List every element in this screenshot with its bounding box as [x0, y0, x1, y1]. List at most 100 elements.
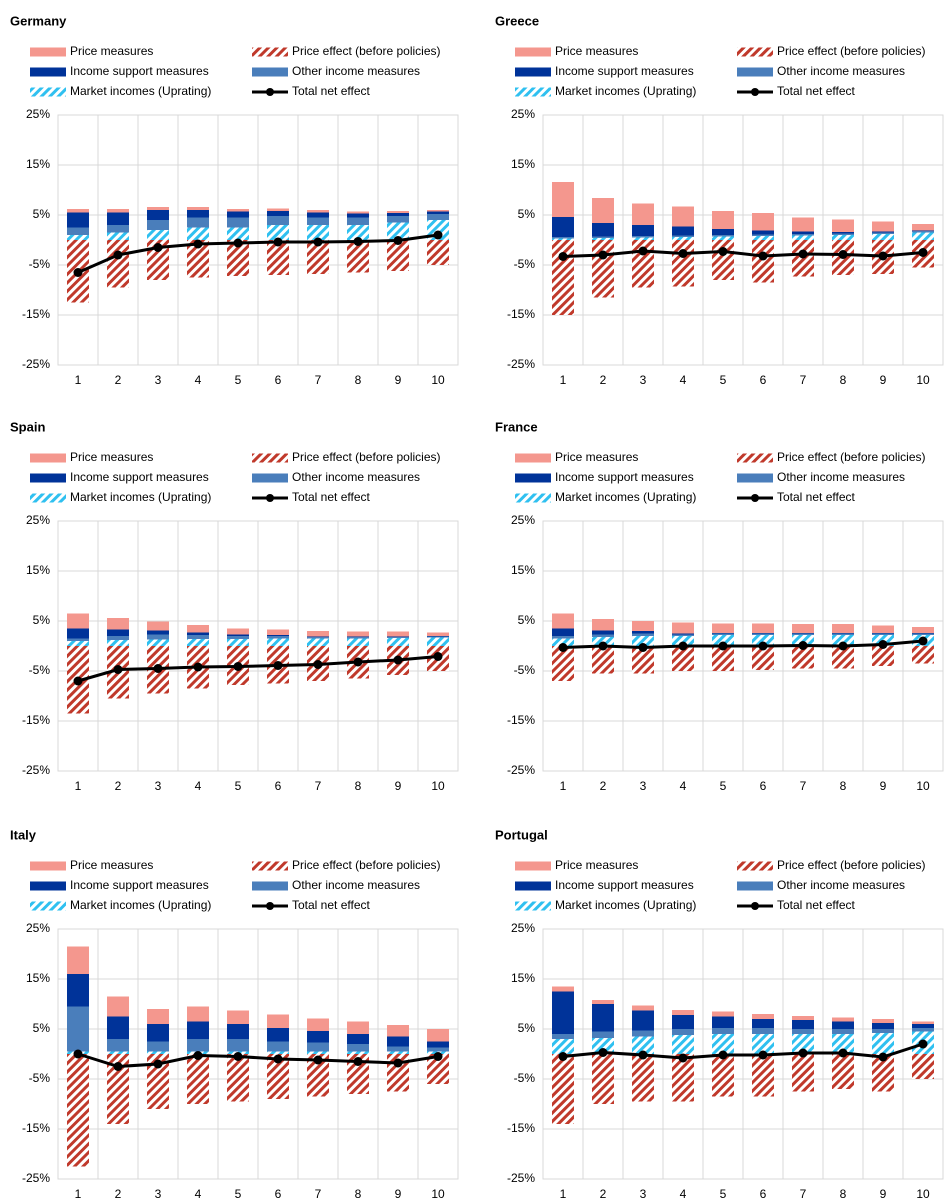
- x-tick-label: 8: [840, 779, 847, 793]
- bar-segment: [752, 1019, 774, 1028]
- y-tick-label: -25%: [22, 763, 50, 777]
- bar-segment: [752, 646, 774, 670]
- bar-segment: [387, 1051, 409, 1054]
- bar-segment: [752, 1028, 774, 1034]
- bar-segment: [227, 639, 249, 646]
- chart-title: Germany: [10, 13, 67, 28]
- bar-segment: [347, 225, 369, 240]
- x-tick-label: 3: [155, 373, 162, 387]
- bar-segment: [107, 209, 129, 213]
- bar-segment: [67, 974, 89, 1007]
- legend-swatch: [30, 453, 66, 463]
- bar-segment: [592, 1031, 614, 1038]
- bar-segment: [592, 1038, 614, 1054]
- net-effect-marker: [393, 655, 403, 665]
- bar-segment: [592, 634, 614, 637]
- bar-segment: [307, 638, 329, 646]
- x-tick-label: 6: [760, 1187, 767, 1200]
- bar-segment: [632, 631, 654, 634]
- bar-segment: [672, 646, 694, 671]
- bar-segment: [672, 235, 694, 237]
- bar-segment: [552, 986, 574, 992]
- net-effect-marker: [918, 636, 928, 646]
- bar-segment: [712, 633, 734, 634]
- bar-segment: [307, 631, 329, 637]
- bar-segment: [752, 633, 774, 635]
- x-tick-label: 4: [680, 373, 687, 387]
- bar-segment: [147, 1041, 169, 1052]
- legend-label: Income support measures: [555, 64, 694, 78]
- bar-segment: [387, 211, 409, 213]
- bar-segment: [712, 1034, 734, 1054]
- net-effect-marker: [838, 641, 848, 651]
- bar-segment: [872, 1054, 894, 1092]
- y-tick-label: 5%: [518, 1021, 536, 1035]
- bar-segment: [632, 1010, 654, 1031]
- net-effect-marker: [718, 247, 728, 256]
- net-effect-marker: [433, 1052, 443, 1061]
- legend-swatch: [252, 67, 288, 77]
- bar-segment: [347, 1034, 369, 1044]
- bar-segment: [752, 213, 774, 231]
- bar-segment: [67, 628, 89, 639]
- y-tick-label: 15%: [26, 971, 50, 985]
- net-effect-marker: [598, 1048, 608, 1057]
- bar-segment: [227, 628, 249, 635]
- bar-segment: [107, 225, 129, 233]
- bar-segment: [872, 221, 894, 232]
- bar-segment: [107, 636, 129, 640]
- bar-segment: [267, 1014, 289, 1028]
- bar-segment: [832, 1021, 854, 1029]
- bar-segment: [752, 234, 774, 236]
- legend-label: Price effect (before policies): [777, 858, 926, 872]
- bar-segment: [672, 1029, 694, 1035]
- net-effect-marker: [878, 1052, 888, 1062]
- x-tick-label: 10: [916, 779, 930, 793]
- x-tick-label: 2: [115, 779, 122, 793]
- bar-segment: [67, 1006, 89, 1052]
- bar-segment: [227, 1039, 249, 1052]
- bar-segment: [712, 635, 734, 646]
- bar-segment: [672, 237, 694, 240]
- bar-segment: [912, 231, 934, 233]
- y-tick-label: 25%: [511, 513, 535, 527]
- bar-segment: [632, 236, 654, 238]
- legend-label: Total net effect: [777, 898, 855, 912]
- bar-segment: [387, 1046, 409, 1052]
- bar-segment: [552, 240, 574, 315]
- x-tick-label: 10: [916, 1187, 930, 1200]
- y-tick-label: 5%: [518, 613, 536, 627]
- bar-segment: [632, 636, 654, 646]
- x-tick-label: 9: [880, 1187, 887, 1200]
- net-effect-marker: [678, 641, 688, 651]
- bar-segment: [147, 207, 169, 210]
- net-effect-marker: [113, 665, 123, 674]
- x-tick-label: 7: [315, 779, 322, 793]
- chart-title: France: [495, 419, 538, 434]
- bar-segment: [792, 1054, 814, 1092]
- bar-segment: [347, 631, 369, 637]
- x-tick-label: 3: [155, 1187, 162, 1200]
- y-tick-label: 15%: [511, 971, 535, 985]
- bar-segment: [387, 213, 409, 216]
- legend-label: Total net effect: [777, 490, 855, 504]
- x-tick-label: 10: [916, 373, 930, 387]
- net-effect-marker: [73, 676, 83, 686]
- y-tick-label: 5%: [33, 207, 51, 221]
- chart-title: Greece: [495, 13, 539, 28]
- x-tick-label: 8: [355, 1187, 362, 1200]
- legend-label: Price measures: [555, 858, 638, 872]
- bar-segment: [672, 1015, 694, 1029]
- bar-segment: [672, 1054, 694, 1102]
- x-tick-label: 2: [600, 779, 607, 793]
- net-effect-marker: [433, 230, 443, 240]
- y-tick-label: -15%: [507, 1121, 535, 1135]
- bar-segment: [712, 1054, 734, 1097]
- bar-segment: [387, 638, 409, 646]
- bar-segment: [427, 240, 449, 265]
- net-effect-marker: [838, 250, 848, 259]
- x-tick-label: 6: [275, 1187, 282, 1200]
- net-effect-marker: [758, 1050, 768, 1060]
- bar-segment: [552, 217, 574, 237]
